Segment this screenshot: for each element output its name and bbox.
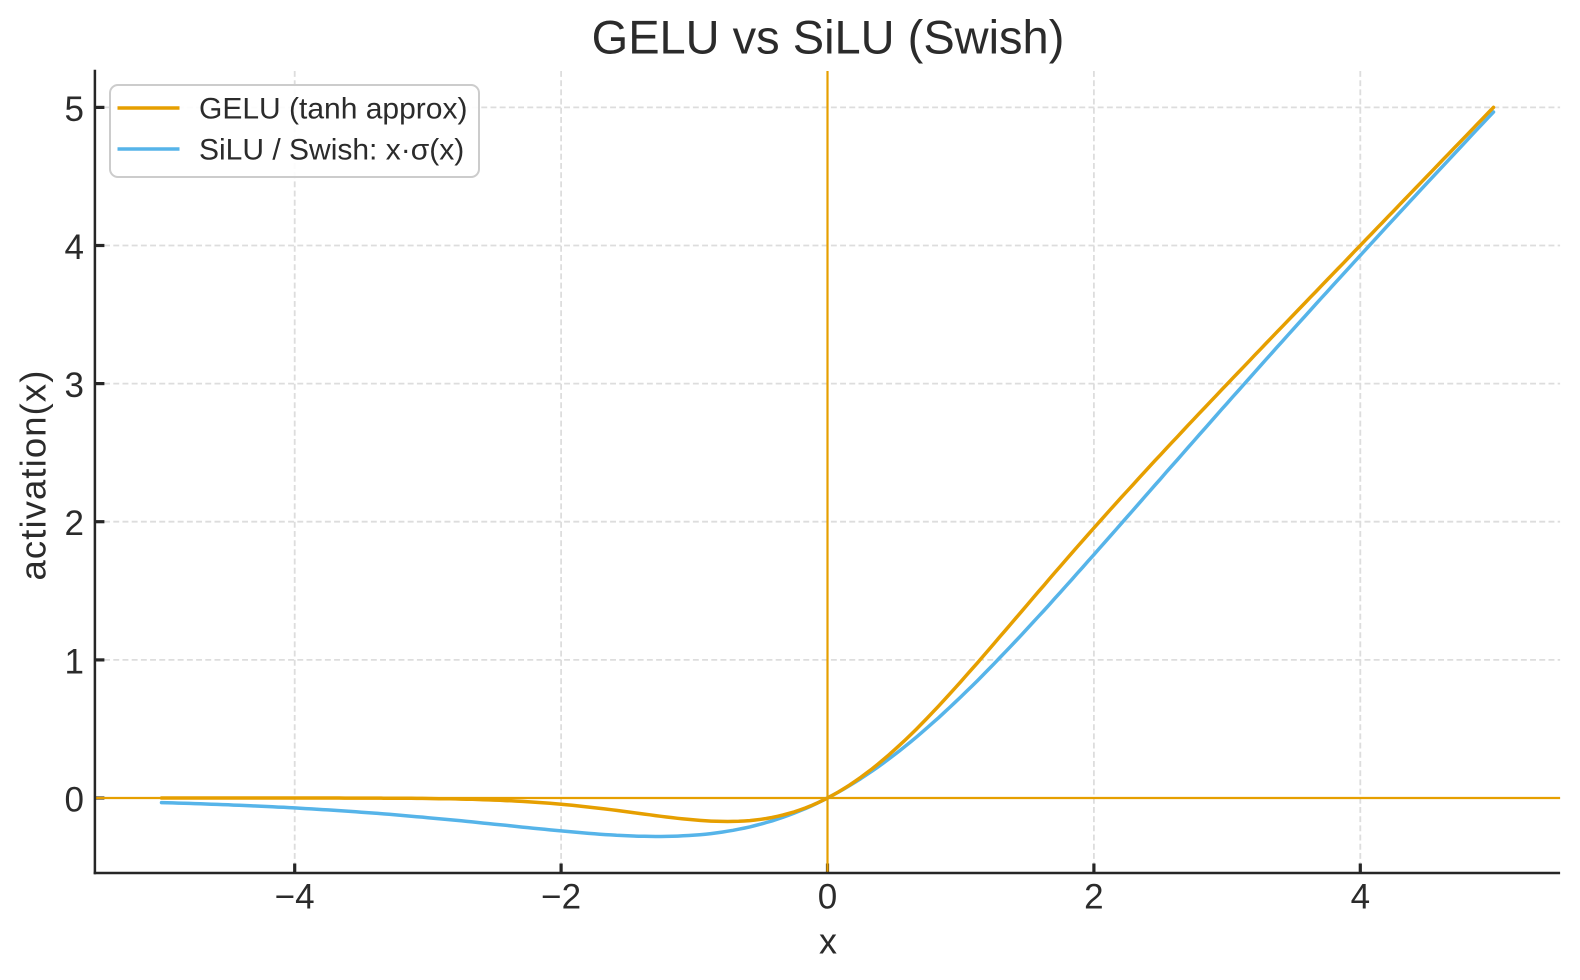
svg-text:1: 1 (65, 642, 84, 681)
svg-text:−4: −4 (275, 878, 315, 917)
svg-text:2: 2 (65, 504, 84, 543)
svg-text:x: x (819, 921, 837, 962)
svg-text:4: 4 (1351, 878, 1370, 917)
svg-text:activation(x): activation(x) (13, 369, 54, 580)
svg-text:0: 0 (65, 781, 84, 820)
svg-text:GELU vs SiLU (Swish): GELU vs SiLU (Swish) (592, 11, 1065, 64)
svg-text:SiLU / Swish: x·σ(x): SiLU / Swish: x·σ(x) (199, 134, 464, 167)
svg-text:GELU (tanh approx): GELU (tanh approx) (199, 93, 467, 126)
svg-text:5: 5 (65, 90, 84, 129)
svg-text:−2: −2 (541, 878, 581, 917)
svg-text:4: 4 (65, 228, 84, 267)
svg-text:3: 3 (65, 366, 84, 405)
svg-text:2: 2 (1084, 878, 1103, 917)
svg-text:0: 0 (818, 878, 837, 917)
